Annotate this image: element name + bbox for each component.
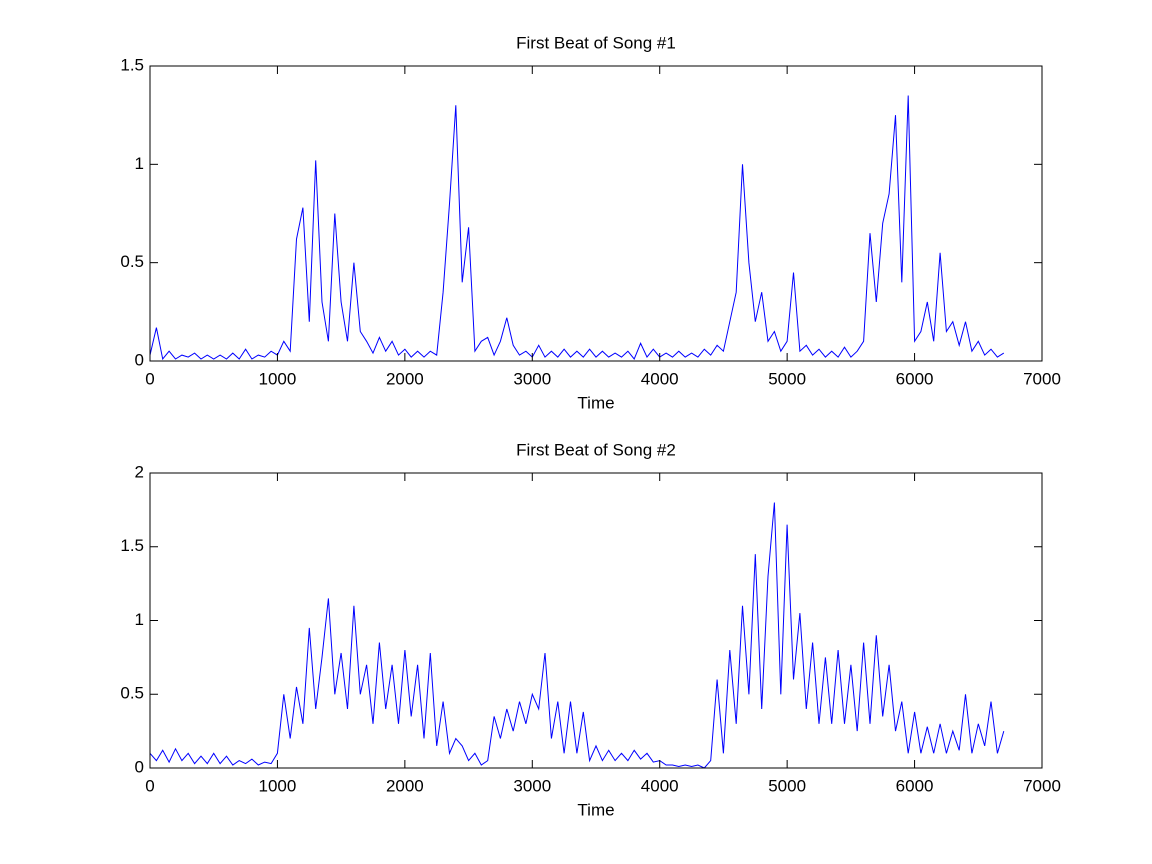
- x-tick-label: 2000: [386, 776, 424, 795]
- x-tick-label: 1000: [259, 369, 297, 388]
- chart-title: First Beat of Song #2: [516, 440, 676, 459]
- axes-box: [149, 65, 1043, 362]
- y-tick-label: 2: [135, 462, 144, 481]
- y-tick-label: 0: [135, 350, 144, 369]
- y-tick-label: 0.5: [120, 252, 144, 271]
- x-tick-label: 2000: [386, 369, 424, 388]
- x-tick-label: 6000: [896, 369, 934, 388]
- x-tick-label: 0: [145, 369, 154, 388]
- signal-line: [149, 502, 1005, 769]
- chart-title: First Beat of Song #1: [516, 33, 676, 52]
- signal-line: [149, 95, 1005, 361]
- x-tick-label: 5000: [768, 776, 806, 795]
- y-tick-label: 1: [135, 610, 144, 629]
- x-tick-label: 4000: [641, 369, 679, 388]
- x-tick-label: 1000: [259, 776, 297, 795]
- y-tick-label: 1.5: [120, 536, 144, 555]
- plot-area: [150, 66, 1042, 361]
- y-tick-label: 0.5: [120, 684, 144, 703]
- x-axis-label: Time: [577, 800, 614, 819]
- x-axis-label: Time: [577, 393, 614, 412]
- x-tick-label: 7000: [1023, 776, 1061, 795]
- x-tick-label: 4000: [641, 776, 679, 795]
- x-tick-label: 7000: [1023, 369, 1061, 388]
- x-tick-label: 5000: [768, 369, 806, 388]
- x-tick-label: 3000: [513, 776, 551, 795]
- x-tick-label: 0: [145, 776, 154, 795]
- x-tick-label: 3000: [513, 369, 551, 388]
- x-tick-label: 6000: [896, 776, 934, 795]
- y-tick-label: 1.5: [120, 55, 144, 74]
- y-tick-label: 1: [135, 154, 144, 173]
- y-tick-label: 0: [135, 757, 144, 776]
- plot-area: [150, 473, 1042, 768]
